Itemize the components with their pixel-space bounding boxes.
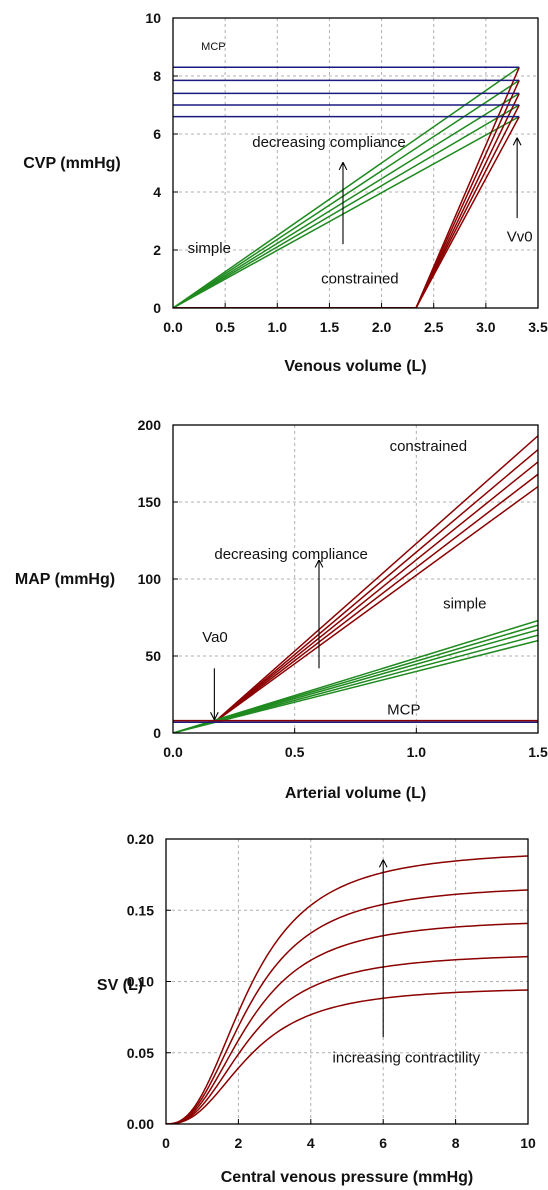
series-line-constrained-1 xyxy=(213,449,538,723)
y-tick-label: 0.10 xyxy=(127,974,154,990)
y-tick-label: 0 xyxy=(153,725,161,741)
series-line-contractility-3 xyxy=(166,955,528,1124)
annotation: MCP xyxy=(387,702,420,719)
x-tick-label: 0.0 xyxy=(163,744,183,760)
series-line-contractility-1 xyxy=(166,889,528,1124)
series-line-constrained-2 xyxy=(213,461,538,723)
series-line-simple-3 xyxy=(173,104,520,308)
y-tick-label: 0.00 xyxy=(127,1116,154,1132)
y-tick-label: 0 xyxy=(153,300,161,316)
annotation: simple xyxy=(188,240,231,257)
annotation: increasing contractility xyxy=(333,1050,481,1067)
x-tick-label: 1.0 xyxy=(268,319,288,335)
x-axis-label: Arterial volume (L) xyxy=(285,785,426,802)
x-tick-label: 0.5 xyxy=(285,744,305,760)
series-line-contractility-4 xyxy=(166,989,528,1124)
annotation: MCP xyxy=(201,41,225,53)
annotation: Vv0 xyxy=(507,228,533,245)
y-tick-label: 200 xyxy=(138,417,162,433)
x-tick-label: 1.0 xyxy=(407,744,427,760)
y-axis-label: MAP (mmHg) xyxy=(15,571,115,588)
series-line-contractility-0 xyxy=(166,855,528,1124)
y-tick-label: 8 xyxy=(153,68,161,84)
series-group xyxy=(173,66,520,308)
x-tick-label: 0.5 xyxy=(215,319,235,335)
x-tick-label: 2.0 xyxy=(372,319,392,335)
annotation: constrained xyxy=(390,438,468,455)
series-line-constrained-8 xyxy=(173,104,520,308)
y-tick-label: 150 xyxy=(138,494,162,510)
x-axis-label: Central venous pressure (mmHg) xyxy=(221,1169,474,1186)
x-tick-label: 0.0 xyxy=(163,319,183,335)
x-tick-label: 10 xyxy=(520,1135,536,1151)
x-tick-label: 2 xyxy=(235,1135,243,1151)
series-line-simple-1 xyxy=(173,79,520,308)
x-tick-label: 0 xyxy=(162,1135,170,1151)
series-line-constrained-4 xyxy=(213,485,538,723)
series-line-constrained-7 xyxy=(173,93,520,308)
annotation: simple xyxy=(443,595,486,612)
series-group xyxy=(173,435,538,733)
annotation: Va0 xyxy=(202,629,228,646)
series-line-simple-2 xyxy=(173,92,520,308)
series-line-contractility-2 xyxy=(166,922,528,1124)
series-line-simple-4 xyxy=(173,115,520,308)
series-line-simple-7 xyxy=(173,629,538,733)
plot-frame xyxy=(172,17,539,309)
venous-volume-chart: 0.0 0.5 1.0 1.5 2.0 2.5 3.0 3.5 0 2 4 6 8 10 Venous vo… xyxy=(23,10,548,375)
x-axis-label: Venous volume (L) xyxy=(284,358,426,375)
x-tick-label: 6 xyxy=(379,1135,387,1151)
annotation: decreasing compliance xyxy=(214,546,367,563)
series-line-constrained-6 xyxy=(173,80,520,308)
arterial-volume-chart: 0.0 0.5 1.0 1.5 0 50 100 150 200 Arterial volume … xyxy=(15,417,548,802)
y-tick-label: 6 xyxy=(153,126,161,142)
y-tick-label: 0.05 xyxy=(127,1045,154,1061)
series-line-simple-9 xyxy=(173,639,538,733)
y-tick-label: 50 xyxy=(145,648,161,664)
y-tick-label: 10 xyxy=(145,10,161,26)
series-line-simple-8 xyxy=(173,634,538,733)
x-tick-label: 8 xyxy=(452,1135,460,1151)
x-tick-label: 1.5 xyxy=(528,744,548,760)
annotation: constrained xyxy=(321,270,399,287)
y-tick-label: 4 xyxy=(153,184,161,200)
series-group xyxy=(166,855,528,1124)
y-axis-label: SV (L) xyxy=(97,977,143,994)
series-line-constrained-3 xyxy=(213,473,538,723)
series-line-constrained-9 xyxy=(173,116,520,308)
x-tick-label: 4 xyxy=(307,1135,315,1151)
y-axis-label: CVP (mmHg) xyxy=(23,155,121,172)
x-tick-label: 1.5 xyxy=(320,319,340,335)
y-tick-label: 0.15 xyxy=(127,902,154,918)
series-line-constrained-5 xyxy=(173,67,520,308)
x-tick-label: 3.0 xyxy=(476,319,496,335)
series-line-constrained-0 xyxy=(213,435,538,723)
series-line-simple-0 xyxy=(173,66,520,308)
annotation: decreasing compliance xyxy=(252,134,405,151)
x-tick-label: 2.5 xyxy=(424,319,444,335)
stroke-volume-chart: 0 2 4 6 8 10 0.00 0.05 0.10 0.15 0.20 Central venou… xyxy=(97,831,536,1186)
y-tick-label: 2 xyxy=(153,242,161,258)
y-tick-label: 0.20 xyxy=(127,831,154,847)
y-tick-label: 100 xyxy=(138,571,162,587)
x-tick-label: 3.5 xyxy=(528,319,548,335)
